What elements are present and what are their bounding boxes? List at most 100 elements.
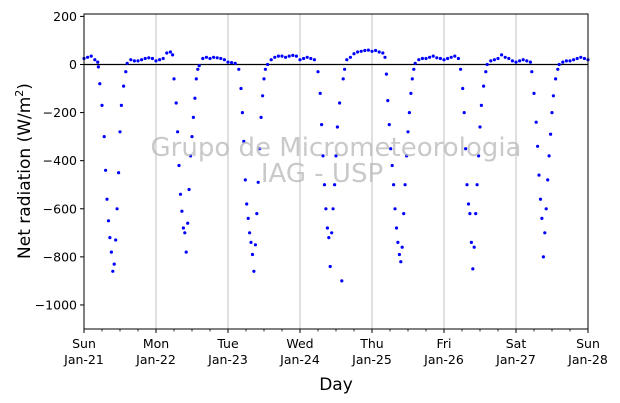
x-tick-label-date: Jan-25 (351, 352, 392, 367)
data-point (461, 86, 465, 91)
y-axis-title-base: Net radiation (W/m (15, 97, 35, 259)
data-point (161, 56, 165, 61)
data-point (253, 243, 257, 247)
data-point (572, 58, 576, 62)
data-point (119, 103, 123, 107)
data-point (387, 123, 391, 127)
y-axis-title-end: ) (15, 83, 35, 90)
data-point (243, 178, 247, 182)
data-point (331, 207, 335, 211)
data-point (377, 50, 381, 54)
y-tick-label: 0 (69, 57, 77, 72)
data-point (472, 245, 476, 249)
data-point (496, 56, 500, 61)
data-point (428, 55, 432, 59)
data-point (194, 77, 198, 81)
data-point (557, 62, 561, 67)
data-point (564, 59, 569, 63)
data-point (114, 238, 118, 242)
data-point (86, 55, 90, 59)
data-point (197, 64, 201, 68)
data-point (250, 252, 255, 257)
data-point (291, 53, 295, 58)
data-point (546, 178, 550, 182)
data-point (143, 56, 147, 61)
data-point (356, 50, 360, 54)
data-point (212, 55, 216, 59)
data-point (537, 173, 541, 177)
data-point (550, 111, 554, 115)
x-tick-label-date: Jan-23 (207, 352, 248, 367)
data-point (255, 212, 259, 216)
data-point (503, 55, 507, 59)
data-point (544, 207, 548, 211)
data-point (316, 70, 320, 74)
data-point (181, 226, 185, 230)
data-point (500, 53, 504, 57)
data-point (262, 77, 266, 81)
data-point (409, 91, 413, 95)
data-point (554, 77, 558, 81)
data-point (158, 58, 162, 62)
y-tick-label: 200 (53, 9, 77, 24)
data-point (540, 216, 544, 220)
data-point (104, 168, 108, 172)
data-point (324, 207, 328, 211)
data-point (178, 192, 183, 196)
data-point (98, 82, 102, 86)
data-point (280, 54, 284, 58)
data-point (256, 180, 260, 184)
data-point (309, 56, 313, 61)
data-point (215, 56, 219, 60)
data-point (112, 262, 116, 266)
data-point (321, 154, 325, 158)
data-point (327, 236, 331, 240)
data-point (479, 103, 483, 107)
data-point (191, 115, 195, 119)
data-point (465, 183, 469, 187)
data-point (438, 56, 442, 61)
data-point (258, 147, 262, 151)
y-tick-label: −200 (43, 105, 77, 120)
data-point (390, 163, 394, 168)
data-points (82, 48, 590, 283)
data-point (514, 60, 518, 64)
data-point (190, 135, 194, 139)
data-point (399, 260, 403, 264)
data-point (471, 267, 475, 271)
data-point (196, 67, 200, 71)
data-point (530, 70, 534, 74)
data-point (136, 59, 140, 63)
data-point (261, 94, 265, 98)
data-point (312, 58, 316, 62)
data-point (384, 72, 388, 76)
data-point (489, 59, 493, 63)
data-point (345, 58, 349, 62)
x-tick-label-weekday: Mon (143, 336, 169, 351)
data-point (125, 61, 129, 65)
data-point (100, 103, 104, 107)
data-point (330, 231, 334, 235)
y-tick-label: −1000 (35, 297, 77, 312)
data-point (187, 187, 191, 192)
data-point (541, 255, 546, 259)
data-point (547, 154, 551, 158)
x-tick-label-weekday: Sun (576, 336, 600, 351)
data-point (284, 55, 288, 59)
data-point (219, 56, 223, 61)
data-point (575, 56, 579, 61)
data-point (276, 54, 280, 58)
data-point (328, 264, 332, 269)
x-axis-title: Day (319, 375, 353, 395)
data-point (165, 51, 169, 55)
data-point (248, 231, 252, 235)
data-point (338, 101, 342, 105)
data-point (403, 183, 407, 187)
data-point (507, 56, 511, 61)
data-point (406, 130, 410, 134)
data-point (184, 250, 188, 254)
x-tick-label-weekday: Tue (216, 336, 239, 351)
data-point (294, 54, 298, 58)
data-point (180, 209, 184, 213)
data-point (532, 91, 536, 95)
